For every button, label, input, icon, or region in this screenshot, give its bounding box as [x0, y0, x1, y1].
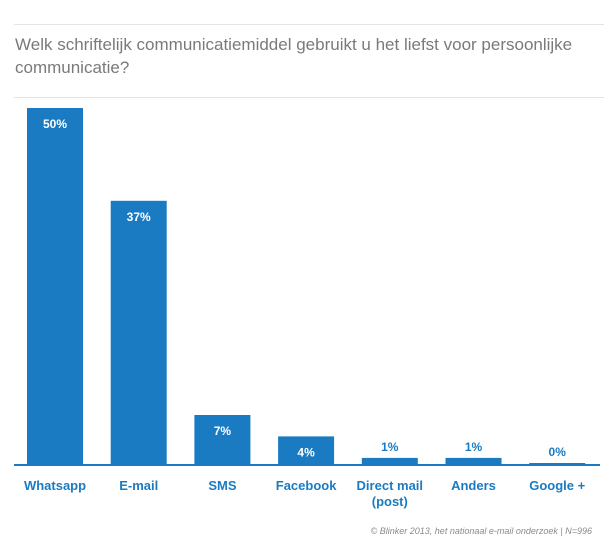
category-label-0: Whatsapp — [24, 478, 86, 493]
data-label-0: 50% — [43, 117, 67, 131]
data-label-5: 1% — [465, 440, 483, 454]
top-divider — [14, 24, 604, 25]
bar-2 — [194, 415, 251, 465]
bar-1 — [110, 200, 167, 466]
data-label-3: 4% — [297, 445, 315, 459]
category-label-2: SMS — [208, 478, 237, 493]
category-label-5: Anders — [451, 478, 496, 493]
chart-title: Welk schriftelijk communicatiemiddel geb… — [15, 35, 573, 77]
bar-3 — [278, 436, 335, 465]
bars-group — [27, 108, 586, 466]
category-label-1: E-mail — [119, 478, 158, 493]
data-label-2: 7% — [214, 424, 232, 438]
source-note: © Blinker 2013, het nationaal e-mail ond… — [370, 526, 592, 536]
labels-group: 50% Whatsapp 37% E-mail 7% SMS 4% Facebook 1% Dir… — [24, 117, 586, 509]
bar-chart: 50% Whatsapp 37% E-mail 7% SMS 4% Facebook 1% Dir… — [14, 108, 600, 509]
bar-0 — [27, 108, 83, 465]
title-divider — [14, 97, 604, 98]
data-label-1: 37% — [127, 210, 151, 224]
data-label-4: 1% — [381, 440, 399, 454]
category-label-3: Facebook — [276, 478, 337, 493]
data-label-6: 0% — [549, 445, 567, 459]
category-label-4: Direct mail (post) — [357, 478, 423, 509]
bar-5 — [445, 457, 502, 465]
category-label-6: Google + — [529, 478, 585, 493]
bar-4 — [361, 457, 418, 465]
